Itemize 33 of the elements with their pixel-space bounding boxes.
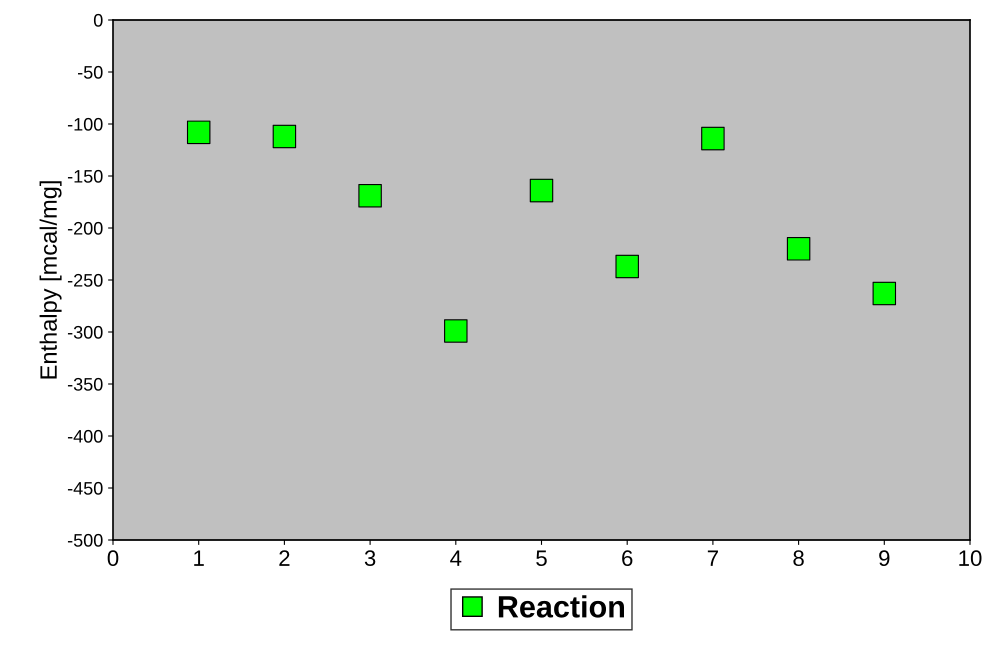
x-tick-label: 0	[108, 550, 118, 566]
point	[358, 184, 382, 208]
x-tick-label: 1	[194, 550, 204, 566]
point	[186, 120, 210, 144]
x-tick-label: 8	[793, 550, 804, 566]
y-tick-label: -500	[68, 534, 103, 547]
x-tick-label: 9	[879, 550, 890, 566]
x-tick-label: 4	[450, 550, 462, 566]
y-tick-label: -200	[68, 222, 103, 235]
x-tick-label: 10	[959, 550, 982, 566]
point	[530, 178, 554, 202]
legend-label: Reaction	[498, 595, 624, 618]
y-tick-label: -50	[78, 66, 103, 79]
y-tick-label: -400	[68, 430, 103, 443]
x-tick-label: 5	[536, 550, 547, 566]
y-tick-label: -300	[68, 326, 103, 339]
y-tick-label: 0	[94, 14, 103, 27]
x-tick-label: 6	[622, 550, 632, 566]
y-axis-title: Enthalpy [mcal/mg]	[40, 181, 62, 378]
point	[615, 254, 639, 278]
point	[872, 282, 896, 306]
x-tick-label: 7	[708, 550, 718, 566]
y-tick-label: -250	[68, 274, 103, 287]
x-tick-label: 3	[364, 550, 376, 566]
y-tick-label: -100	[68, 118, 103, 131]
y-tick-label: -150	[68, 170, 103, 183]
point	[272, 124, 296, 148]
y-tick-label: -450	[68, 482, 103, 495]
point	[701, 126, 725, 150]
point	[786, 237, 810, 261]
y-tick-label: -350	[68, 378, 103, 391]
x-tick-label: 2	[279, 550, 290, 566]
point	[444, 319, 468, 343]
